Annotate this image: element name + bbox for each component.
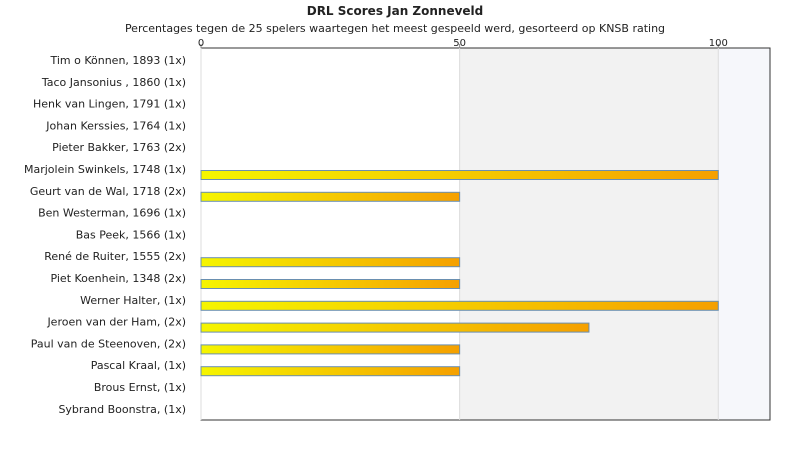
chart-subtitle: Percentages tegen de 25 spelers waartege… [124, 22, 666, 35]
bar [200, 300, 719, 311]
category-label: Henk van Lingen, 1791 (1x) [33, 98, 186, 111]
category-label: Jeroen van der Ham, (2x) [46, 316, 186, 329]
bar [200, 191, 461, 202]
bar [200, 170, 719, 180]
category-label: Bas Peek, 1566 (1x) [76, 228, 186, 241]
plot-band [201, 48, 460, 420]
category-label: Taco Jansonius , 1860 (1x) [41, 76, 186, 89]
bar [200, 257, 461, 268]
plot-band [718, 48, 770, 420]
category-label: Pascal Kraal, (1x) [91, 359, 186, 372]
category-label: René de Ruiter, 1555 (2x) [44, 250, 186, 263]
bar [200, 366, 461, 377]
x-tick-label: 100 [709, 38, 728, 49]
category-label: Brous Ernst, (1x) [94, 381, 186, 394]
bar [200, 344, 461, 355]
category-label: Johan Kerssies, 1764 (1x) [45, 119, 186, 132]
category-label: Marjolein Swinkels, 1748 (1x) [24, 163, 186, 176]
category-label: Ben Westerman, 1696 (1x) [38, 207, 186, 220]
bar [200, 279, 461, 289]
category-label: Sybrand Boonstra, (1x) [58, 403, 186, 416]
x-tick-label: 50 [453, 38, 466, 49]
category-label: Paul van de Steenoven, (2x) [31, 337, 186, 350]
chart-title: DRL Scores Jan Zonneveld [306, 4, 484, 18]
category-label: Tim o Können, 1893 (1x) [49, 54, 186, 67]
category-label: Geurt van de Wal, 1718 (2x) [30, 185, 186, 198]
plot-band [459, 48, 719, 420]
category-label: Piet Koenhein, 1348 (2x) [50, 272, 186, 285]
category-label: Pieter Bakker, 1763 (2x) [52, 141, 186, 154]
x-tick-label: 0 [198, 38, 204, 49]
category-label: Werner Halter, (1x) [80, 294, 186, 307]
bar [200, 322, 590, 333]
